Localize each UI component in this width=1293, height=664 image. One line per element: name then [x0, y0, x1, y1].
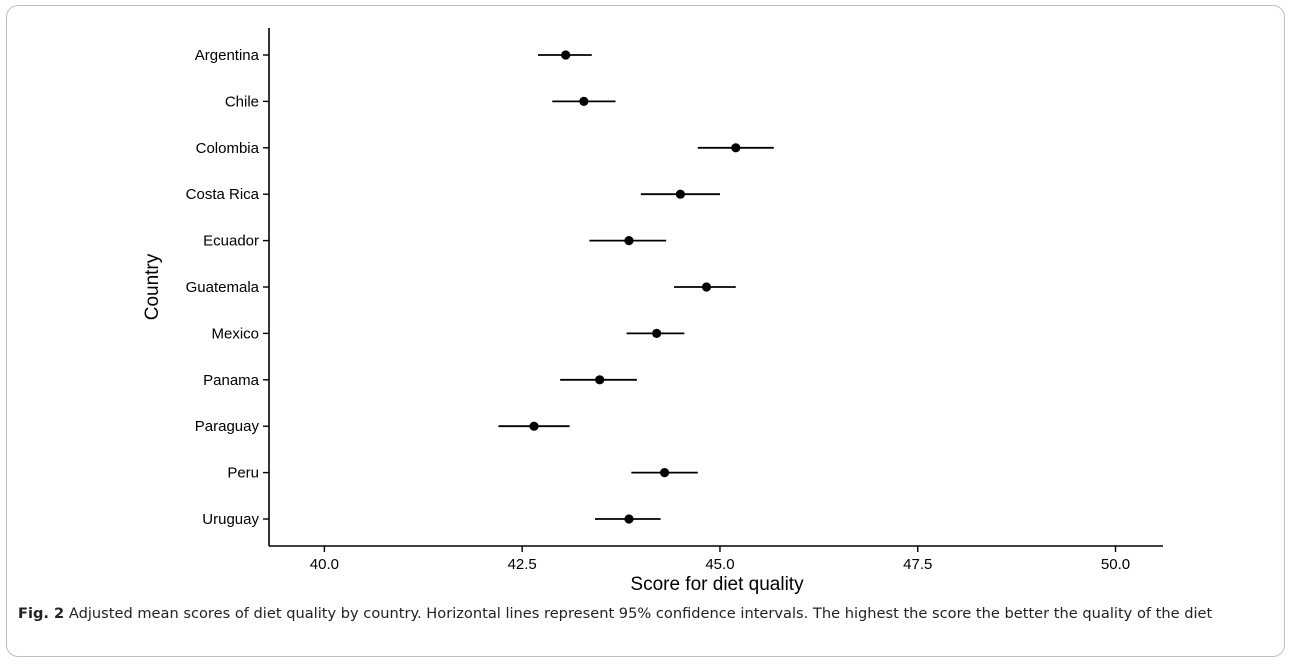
y-tick-label-colombia: Colombia [196, 140, 260, 157]
estimate-point-paraguay [529, 421, 539, 431]
estimate-point-colombia [731, 143, 741, 153]
caption-label: Fig. 2 [18, 605, 65, 622]
y-tick-label-panama: Panama [203, 372, 260, 389]
x-tick-label: 40.0 [310, 556, 339, 573]
estimate-point-costa-rica [675, 189, 685, 199]
y-tick-label-guatemala: Guatemala [186, 279, 260, 296]
figure-caption: Fig. 2 Adjusted mean scores of diet qual… [18, 603, 1273, 624]
x-axis-ticks: 40.0 42.5 45.0 47.5 50.0 [310, 546, 1130, 573]
y-tick-label-mexico: Mexico [211, 325, 259, 342]
x-axis-title: Score for diet quality [630, 574, 804, 595]
y-tick-label-peru: Peru [227, 465, 259, 482]
y-axis-ticks: Argentina Chile Colombia Costa Rica Ecuador G… [186, 47, 269, 528]
forest-plot: Argentina Chile Colombia Costa Rica Ecuador G… [142, 28, 1163, 595]
estimate-point-guatemala [701, 282, 712, 292]
plot-marks [498, 50, 774, 524]
x-tick-label: 47.5 [903, 556, 932, 573]
y-tick-label-argentina: Argentina [195, 47, 260, 64]
figure-frame [6, 5, 1285, 657]
y-tick-label-costa-rica: Costa Rica [186, 186, 260, 203]
estimate-point-uruguay [624, 514, 634, 524]
x-tick-label: 50.0 [1101, 556, 1130, 573]
estimate-point-mexico [652, 328, 662, 338]
estimate-point-ecuador [624, 236, 634, 246]
estimate-point-chile [579, 96, 589, 106]
x-tick-label: 45.0 [705, 556, 734, 573]
y-tick-label-chile: Chile [225, 93, 259, 110]
caption-text: Adjusted mean scores of diet quality by … [64, 605, 1213, 622]
y-tick-label-uruguay: Uruguay [202, 511, 259, 528]
y-tick-label-paraguay: Paraguay [195, 418, 260, 435]
estimate-point-argentina [561, 50, 571, 60]
x-tick-label: 42.5 [508, 556, 537, 573]
estimate-point-peru [659, 468, 670, 478]
y-tick-label-ecuador: Ecuador [203, 233, 259, 250]
estimate-point-panama [595, 375, 605, 385]
y-axis-title: Country [142, 253, 163, 320]
